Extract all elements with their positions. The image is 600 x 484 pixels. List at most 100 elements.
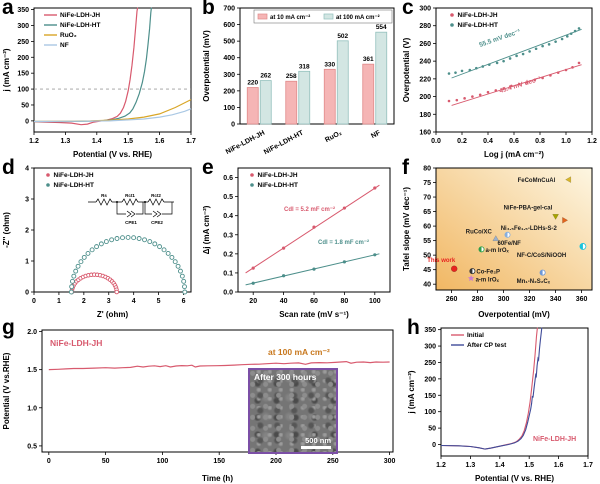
svg-text:200: 200 [17, 55, 29, 62]
svg-text:Overpotential (mV): Overpotential (mV) [478, 310, 550, 319]
sem-inset-title: After 300 hours [254, 372, 317, 382]
sem-image-inset: After 300 hours 500 nm [248, 368, 338, 454]
svg-text:500: 500 [223, 39, 235, 46]
svg-text:Cdl = 1.8 mF cm⁻²: Cdl = 1.8 mF cm⁻² [318, 239, 369, 246]
svg-text:NiFe-LDH-HT: NiFe-LDH-HT [54, 182, 94, 189]
svg-text:NiFe-LDH-JH: NiFe-LDH-JH [458, 12, 498, 19]
svg-text:100: 100 [157, 458, 169, 465]
svg-text:300: 300 [498, 296, 510, 303]
svg-text:50: 50 [21, 102, 29, 109]
svg-text:NiFe-LDH-JH: NiFe-LDH-JH [225, 130, 266, 156]
svg-text:318: 318 [299, 63, 310, 70]
svg-text:150: 150 [213, 458, 225, 465]
svg-text:40: 40 [280, 298, 288, 305]
panel-h: h 1.2 1.3 1.4 1.5 1.6 1.7 0 50 100 150 200 250 300 35… [405, 316, 600, 484]
svg-text:NiFe-LDH-HT: NiFe-LDH-HT [258, 182, 298, 189]
svg-text:1.7: 1.7 [583, 462, 593, 469]
svg-text:600: 600 [223, 22, 235, 29]
svg-text:0: 0 [47, 458, 51, 465]
svg-text:-Z'' (ohm): -Z'' (ohm) [2, 212, 11, 248]
svg-text:0: 0 [25, 290, 29, 297]
panel-e: e 20 40 60 80 100 0.0 0.1 0.2 0.3 0.4 0.5 0.6 Scan r… [200, 156, 400, 320]
svg-text:Log j (mA cm⁻²): Log j (mA cm⁻²) [484, 150, 544, 159]
svg-text:400: 400 [223, 55, 235, 62]
panel-c-chart: 0.0 0.2 0.4 0.6 0.8 1.0 1.2 160 180 200 220 240 260 2… [402, 6, 597, 160]
svg-text:100: 100 [17, 87, 29, 94]
svg-text:0: 0 [231, 122, 235, 129]
svg-text:1.6: 1.6 [554, 462, 564, 469]
svg-text:NiFe-LDH-HT: NiFe-LDH-HT [263, 129, 305, 156]
svg-text:0.2: 0.2 [223, 251, 233, 258]
svg-text:700: 700 [223, 6, 235, 13]
svg-text:0: 0 [432, 442, 436, 449]
svg-text:at 100 mA cm⁻²: at 100 mA cm⁻² [268, 347, 330, 357]
svg-text:0: 0 [25, 118, 29, 125]
svg-text:1.5: 1.5 [524, 462, 534, 469]
svg-text:100: 100 [369, 298, 381, 305]
panel-g: g 0 50 100 150 200 250 300 0.5 1.0 1.5 2.0 Time (h)… [0, 316, 405, 484]
svg-text:2: 2 [25, 228, 29, 235]
svg-text:0.0: 0.0 [431, 138, 441, 145]
svg-text:NiFe-LDH-HT: NiFe-LDH-HT [60, 22, 100, 29]
svg-text:NiFe-LDH-JH: NiFe-LDH-JH [60, 12, 100, 19]
svg-text:Z' (ohm): Z' (ohm) [97, 310, 129, 319]
svg-text:6: 6 [182, 298, 186, 305]
svg-text:Potential (V vs. RHE): Potential (V vs. RHE) [73, 150, 152, 159]
svg-text:55: 55 [423, 238, 431, 245]
svg-text:Mn₁-N₂S₂Cₓ: Mn₁-N₂S₂Cₓ [517, 279, 551, 285]
sem-scalebar-line [301, 446, 331, 449]
svg-text:1.3: 1.3 [466, 462, 476, 469]
svg-text:1: 1 [57, 298, 61, 305]
svg-text:80: 80 [423, 166, 431, 173]
svg-text:3: 3 [107, 298, 111, 305]
svg-text:240: 240 [419, 59, 431, 66]
svg-text:5: 5 [157, 298, 161, 305]
svg-text:0.2: 0.2 [457, 138, 467, 145]
svg-text:Ni₄.₅Fe₁.₅-LDHs-S-2: Ni₄.₅Fe₁.₅-LDHs-S-2 [501, 226, 558, 232]
svg-text:502: 502 [337, 33, 348, 40]
svg-text:at 100 mA cm⁻²: at 100 mA cm⁻² [336, 14, 380, 21]
svg-text:Scan rate (mV s⁻¹): Scan rate (mV s⁻¹) [279, 310, 349, 319]
svg-text:60: 60 [423, 224, 431, 231]
svg-text:554: 554 [376, 24, 387, 31]
svg-text:1.3: 1.3 [61, 138, 71, 145]
svg-text:200: 200 [419, 94, 431, 101]
svg-text:300: 300 [424, 344, 436, 351]
svg-text:200: 200 [270, 458, 282, 465]
panel-e-letter: e [202, 156, 214, 179]
svg-text:1.5: 1.5 [27, 367, 37, 374]
panel-b-letter: b [202, 0, 215, 19]
svg-text:70: 70 [423, 195, 431, 202]
svg-text:NF-C/CoS/NiOOH: NF-C/CoS/NiOOH [517, 253, 566, 259]
svg-text:0.1: 0.1 [223, 270, 233, 277]
svg-text:NF: NF [60, 42, 69, 49]
svg-text:a-m IrOₓ: a-m IrOₓ [486, 248, 510, 254]
svg-text:0.6: 0.6 [223, 175, 233, 182]
svg-text:Δj (mA cm⁻²): Δj (mA cm⁻²) [202, 205, 211, 254]
svg-text:45: 45 [423, 267, 431, 274]
svg-text:This work: This work [427, 258, 456, 264]
svg-text:j (mA cm⁻²): j (mA cm⁻²) [2, 48, 11, 92]
svg-text:After CP test: After CP test [467, 342, 507, 349]
svg-text:180: 180 [419, 112, 431, 119]
svg-text:60Fe/NF: 60Fe/NF [498, 241, 522, 247]
svg-text:0.6: 0.6 [509, 138, 519, 145]
panel-a-letter: a [2, 0, 14, 19]
panel-c: c 0.0 0.2 0.4 0.6 0.8 1.0 1.2 160 180 200 220 240 26… [400, 0, 600, 160]
panel-c-letter: c [402, 0, 414, 19]
svg-text:50: 50 [428, 426, 436, 433]
svg-text:360: 360 [576, 296, 588, 303]
svg-text:220: 220 [247, 80, 258, 87]
svg-text:1.6: 1.6 [155, 138, 165, 145]
panel-b-chart: 0 100 200 300 400 500 600 700 Overpotential (mV)… [202, 6, 395, 156]
panel-g-chart: 0 50 100 150 200 250 300 0.5 1.0 1.5 2.0 Time (h) Po… [2, 329, 396, 483]
panel-e-chart: 20 40 60 80 100 0.0 0.1 0.2 0.3 0.4 0.5 0.6 Scan rat… [202, 167, 391, 319]
svg-text:250: 250 [17, 39, 29, 46]
svg-text:1: 1 [25, 259, 29, 266]
svg-text:0.4: 0.4 [223, 213, 233, 220]
svg-text:0.8: 0.8 [535, 138, 545, 145]
svg-text:60: 60 [310, 298, 318, 305]
svg-text:NF: NF [370, 129, 382, 140]
panel-d-letter: d [2, 156, 15, 179]
